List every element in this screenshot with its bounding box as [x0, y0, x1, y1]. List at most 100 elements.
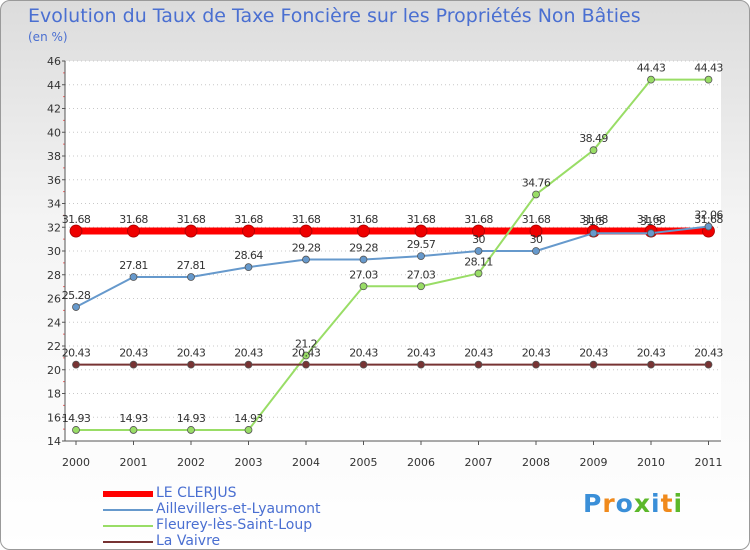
point-le-clerjus: [357, 224, 370, 238]
legend-label-le-clerjus: LE CLERJUS: [156, 485, 237, 501]
point-fleurey-les-saint-loup: [704, 75, 713, 84]
x-tick-label: 2005: [350, 456, 378, 469]
data-label-la-vaivre: 20.43: [234, 347, 263, 360]
point-le-clerjus: [472, 224, 485, 238]
y-tick-label: 38: [47, 150, 61, 163]
point-le-clerjus: [184, 224, 198, 238]
data-label-aillevillers-et-lyaumont: 30: [530, 233, 543, 246]
x-tick-label: 2004: [292, 456, 320, 469]
point-la-vaivre: [187, 360, 195, 369]
data-label-le-clerjus: 31.68: [119, 213, 148, 226]
data-label-le-clerjus: 31.68: [234, 213, 263, 226]
legend-swatch-le-clerjus: [103, 491, 153, 497]
chart-title: Evolution du Taux de Taxe Foncière sur l…: [28, 5, 641, 27]
point-la-vaivre: [704, 360, 713, 369]
legend-item-le-clerjus[interactable]: LE CLERJUS: [103, 485, 363, 502]
proxiti-logo: Proxiti: [583, 489, 684, 518]
data-label-le-clerjus: 31.68: [292, 213, 321, 226]
x-tick-label: 2011: [695, 456, 723, 469]
data-label-le-clerjus: 31.68: [579, 213, 608, 226]
series-line-fleurey-les-saint-loup: [76, 78, 709, 431]
point-aillevillers-et-lyaumont: [532, 247, 540, 255]
data-label-la-vaivre: 20.43: [62, 347, 91, 360]
y-tick-label: 36: [47, 174, 61, 187]
point-fleurey-les-saint-loup: [417, 282, 425, 291]
data-label-aillevillers-et-lyaumont: 31.5: [640, 215, 663, 228]
point-la-vaivre: [359, 360, 368, 369]
legend-item-fleurey[interactable]: Fleurey-lès-Saint-Loup: [103, 517, 363, 534]
point-la-vaivre: [589, 360, 598, 369]
point-le-clerjus: [242, 224, 255, 238]
point-le-clerjus: [529, 224, 543, 238]
data-label-la-vaivre: 20.43: [694, 347, 723, 360]
point-fleurey-les-saint-loup: [244, 426, 253, 434]
point-la-vaivre: [647, 360, 655, 369]
data-label-aillevillers-et-lyaumont: 29.57: [407, 238, 436, 251]
point-aillevillers-et-lyaumont: [72, 303, 80, 311]
point-le-clerjus: [299, 224, 313, 238]
point-la-vaivre: [302, 360, 310, 369]
data-label-aillevillers-et-lyaumont: 30: [472, 233, 485, 246]
data-label-le-clerjus: 31.68: [62, 213, 91, 226]
x-tick-label: 2008: [522, 456, 550, 469]
y-tick-label: 46: [47, 55, 61, 68]
data-label-fleurey-les-saint-loup: 14.93: [119, 412, 148, 425]
series-line-aillevillers-et-lyaumont: [75, 225, 709, 308]
x-tick-label: 2006: [407, 456, 435, 469]
legend-swatch-la-vaivre: [103, 541, 153, 543]
y-tick-label: 44: [47, 79, 61, 92]
point-fleurey-les-saint-loup: [302, 351, 310, 360]
point-le-clerjus: [69, 224, 83, 238]
legend-item-aillevillers[interactable]: Aillevillers-et-Lyaumont: [103, 501, 363, 518]
data-label-la-vaivre: 20.43: [349, 347, 378, 360]
data-label-la-vaivre: 20.43: [522, 347, 551, 360]
legend-item-la-vaivre[interactable]: La Vaivre: [103, 533, 363, 549]
data-label-aillevillers-et-lyaumont: 27.81: [177, 259, 206, 272]
point-la-vaivre: [129, 360, 138, 369]
data-label-fleurey-les-saint-loup: 28.11: [464, 255, 493, 268]
data-label-le-clerjus: 31.68: [177, 213, 206, 226]
x-tick-label: 2003: [235, 456, 263, 469]
data-label-fleurey-les-saint-loup: 38.49: [579, 132, 608, 145]
data-label-la-vaivre: 20.43: [292, 347, 321, 360]
y-tick-label: 34: [47, 198, 61, 211]
point-fleurey-les-saint-loup: [187, 426, 195, 434]
data-label-le-clerjus: 31.68: [522, 213, 551, 226]
y-tick-label: 40: [47, 126, 61, 139]
x-tick-label: 2010: [637, 456, 665, 469]
legend-swatch-fleurey: [103, 525, 153, 527]
x-tick-label: 2000: [62, 456, 90, 469]
point-aillevillers-et-lyaumont: [359, 255, 368, 264]
x-tick-label: 2009: [580, 456, 608, 469]
point-aillevillers-et-lyaumont: [474, 247, 483, 255]
point-aillevillers-et-lyaumont: [187, 273, 195, 281]
y-tick-label: 14: [47, 435, 61, 448]
point-la-vaivre: [417, 360, 425, 369]
data-label-fleurey-les-saint-loup: 34.76: [522, 176, 551, 189]
point-aillevillers-et-lyaumont: [589, 229, 598, 238]
point-fleurey-les-saint-loup: [589, 146, 598, 155]
data-label-le-clerjus: 31.68: [349, 213, 378, 226]
data-label-aillevillers-et-lyaumont: 29.28: [349, 242, 378, 255]
data-label-fleurey-les-saint-loup: 14.93: [177, 412, 206, 425]
data-label-fleurey-les-saint-loup: 44.43: [637, 62, 666, 75]
legend: LE CLERJUS Aillevillers-et-Lyaumont Fleu…: [103, 485, 363, 549]
point-fleurey-les-saint-loup: [129, 426, 138, 434]
point-la-vaivre: [244, 360, 253, 369]
data-label-aillevillers-et-lyaumont: 25.28: [62, 289, 91, 302]
data-label-le-clerjus: 31.68: [407, 213, 436, 226]
y-axis-unit-label: (en %): [28, 30, 68, 44]
legend-label-la-vaivre: La Vaivre: [156, 533, 221, 549]
point-fleurey-les-saint-loup: [647, 75, 655, 84]
point-aillevillers-et-lyaumont: [244, 263, 253, 272]
point-aillevillers-et-lyaumont: [417, 252, 425, 261]
data-label-la-vaivre: 20.43: [407, 347, 436, 360]
legend-swatch-aillevillers: [103, 509, 153, 511]
point-le-clerjus: [414, 224, 428, 238]
y-tick-label: 32: [47, 221, 61, 234]
y-tick-label: 26: [47, 293, 61, 306]
point-aillevillers-et-lyaumont: [129, 273, 138, 281]
y-tick-label: 24: [47, 316, 61, 329]
data-label-la-vaivre: 20.43: [579, 347, 608, 360]
